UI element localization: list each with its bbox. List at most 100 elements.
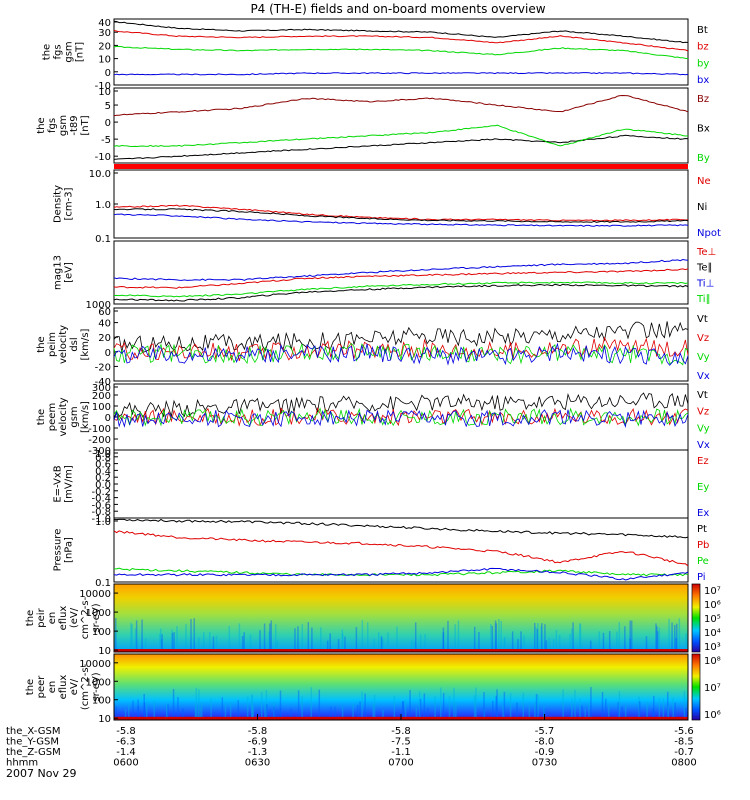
y-tick-label: -0.8 <box>91 507 111 518</box>
y-tick-label: 10 <box>98 87 111 98</box>
spectrogram-streak <box>268 631 271 652</box>
series-line-by <box>113 45 689 60</box>
legend-Bz: Bz <box>697 94 709 105</box>
spectrogram-streak <box>494 620 497 652</box>
y-tick-label: 0.8 <box>95 453 111 464</box>
x-row-value: -5.8 <box>116 726 136 737</box>
y-tick-label: 40 <box>98 18 111 29</box>
series-line-Pb <box>113 530 689 567</box>
x-row-value: -5.8 <box>248 726 268 737</box>
spectrogram-streak <box>198 637 200 652</box>
spectrogram-streak <box>249 634 252 652</box>
spectrogram-streak <box>269 623 271 652</box>
legend-Ti∥: Ti∥ <box>696 294 711 305</box>
y-axis-label: [mV/m] <box>64 465 75 503</box>
spectrogram-streak <box>318 689 321 720</box>
spectrogram-streak <box>301 696 303 720</box>
spectrogram-streak <box>624 626 626 652</box>
spectrogram-streak <box>495 623 497 652</box>
spectrogram-streak <box>419 698 422 720</box>
series-line-bz <box>113 29 689 52</box>
y-tick-label: 0.6 <box>95 460 111 471</box>
spectrogram-streak <box>153 700 155 720</box>
colorbar-tick-label: 10⁴ <box>704 628 721 639</box>
legend-Bx: Bx <box>697 124 710 135</box>
spectrogram-streak <box>455 702 457 720</box>
spectrogram-streak <box>423 693 426 720</box>
spectrogram-streak <box>509 692 512 720</box>
spectrogram-streak <box>159 633 161 652</box>
y-axis-label: Pressure <box>53 529 64 572</box>
x-row-value: -5.8 <box>391 726 411 737</box>
spectrogram-streak <box>678 618 681 652</box>
y-axis-label: peim <box>47 332 58 357</box>
y-tick-label: 10 <box>98 646 111 657</box>
spectrogram-streak <box>341 629 344 652</box>
y-tick-label: 5 <box>105 101 111 112</box>
y-axis-label: velocity <box>58 397 69 436</box>
y-axis-label: peem <box>47 403 58 431</box>
legend-Ex: Ex <box>697 508 709 519</box>
spectrogram-streak <box>165 703 168 720</box>
spectrogram-streak <box>662 698 665 720</box>
spectrogram-streak <box>685 633 687 652</box>
y-axis-label: gsm <box>58 115 69 136</box>
y-axis-label: sr-eV) <box>91 603 102 632</box>
series-line-Pt <box>113 518 689 539</box>
spectrogram-streak <box>543 705 545 720</box>
panel-7: 1.00.80.60.40.20.0-0.2-0.4-0.6-0.8-1.0E=… <box>53 449 710 525</box>
spectrogram-streak <box>294 628 296 652</box>
y-axis-label: Density <box>53 185 64 223</box>
panel-frame <box>113 517 689 583</box>
date-label: 2007 Nov 29 <box>6 767 76 780</box>
spectrogram-streak <box>251 694 253 720</box>
x-row-label: the_Z-GSM <box>6 747 61 758</box>
spectrogram-streak <box>638 696 640 720</box>
y-tick-label: 0.1 <box>95 234 111 245</box>
spectrogram-streak <box>495 695 497 720</box>
spectrogram-streak <box>182 708 184 720</box>
spectrogram-streak <box>341 633 344 652</box>
spectrogram-streak <box>307 622 310 652</box>
spectrogram-streak <box>197 707 199 720</box>
y-axis-label: eV/ <box>69 678 80 695</box>
spectrogram-streak <box>301 624 304 652</box>
x-row-value: -6.9 <box>248 737 268 748</box>
legend-Bt: Bt <box>697 25 708 36</box>
series-line-Ti⊥ <box>113 258 689 281</box>
spectrogram-streak <box>297 626 299 652</box>
spectrogram-streak <box>544 624 546 652</box>
spectrogram-streak <box>144 638 147 652</box>
spectrogram-streak <box>143 693 145 720</box>
spectrogram-streak <box>475 687 477 720</box>
y-axis-label: [km/s] <box>80 328 91 360</box>
spectrogram-streak <box>442 692 445 720</box>
legend-bz: bz <box>697 42 709 53</box>
spectrogram-streak <box>629 620 631 652</box>
y-tick-label: -0.4 <box>91 494 111 505</box>
spectrogram-streak <box>355 627 358 652</box>
panel-9: 10⁷ 10⁶ 10⁵ 10⁴ 10³ 10000 1000 100 10 the peir en ef… <box>25 583 721 657</box>
x-row-value: 0730 <box>532 758 557 769</box>
x-row-value: -1.1 <box>391 747 411 758</box>
spectrogram-streak <box>141 619 143 652</box>
spectrogram-streak <box>252 705 255 720</box>
legend-Ey: Ey <box>697 482 709 493</box>
x-row-value: 0600 <box>113 758 138 769</box>
spectrogram-streak <box>498 618 500 652</box>
y-axis-label: fgs <box>47 118 58 133</box>
spectrogram-streak <box>675 637 677 652</box>
spectrogram-streak <box>500 620 502 652</box>
spectrogram-streak <box>457 620 460 652</box>
y-tick-label: 40 <box>98 319 111 330</box>
spectrogram-fill <box>114 654 688 720</box>
spectrogram-streak <box>629 638 631 652</box>
y-tick-label: 1.0 <box>95 517 111 528</box>
y-tick-label: 0.0 <box>95 480 111 491</box>
spectrogram-streak <box>667 705 669 720</box>
spectrogram-streak <box>361 691 363 720</box>
x-row-value: -1.3 <box>248 747 268 758</box>
spectrogram-streak <box>589 640 592 652</box>
